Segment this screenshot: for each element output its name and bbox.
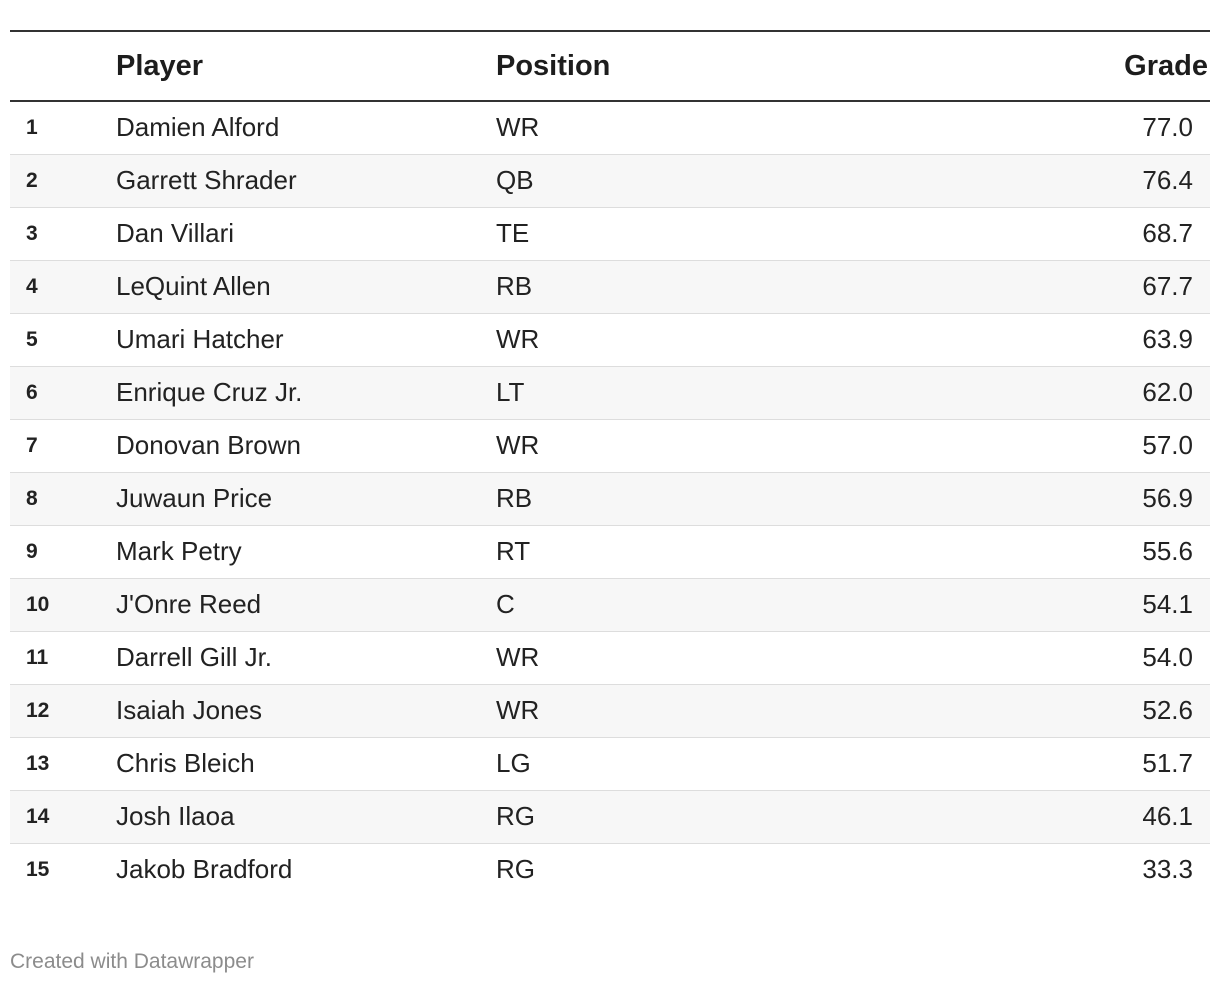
position-cell: WR	[496, 112, 540, 143]
grade-cell: 55.6	[1142, 536, 1193, 566]
rank-cell: 2	[26, 168, 38, 192]
player-cell: Chris Bleich	[116, 748, 255, 778]
position-cell: RB	[496, 271, 533, 301]
table-row: 14 Josh Ilaoa RG 46.1	[10, 790, 1210, 843]
grade-cell: 67.7	[1142, 271, 1193, 301]
table-row: 6 Enrique Cruz Jr. LT 62.0	[10, 366, 1210, 419]
table-row: 15 Jakob Bradford RG 33.3	[10, 843, 1210, 896]
rank-cell: 15	[26, 857, 50, 881]
table-header: Player Position Grade	[10, 30, 1210, 102]
player-cell: Dan Villari	[116, 218, 235, 248]
grade-cell: 77.0	[1142, 112, 1193, 143]
position-cell: QB	[496, 165, 534, 195]
data-table-container: Player Position Grade 1 Damien Alford WR 77…	[10, 30, 1210, 896]
player-cell: Mark Petry	[116, 536, 242, 566]
grade-cell: 57.0	[1142, 430, 1193, 460]
player-cell: LeQuint Allen	[116, 271, 271, 301]
position-cell: RB	[496, 483, 533, 513]
position-cell: WR	[496, 324, 540, 354]
player-cell: Jakob Bradford	[116, 854, 293, 885]
position-cell: RG	[496, 854, 535, 885]
rank-cell: 7	[26, 433, 38, 457]
grade-cell: 68.7	[1142, 218, 1193, 248]
player-cell: Darrell Gill Jr.	[116, 642, 273, 672]
position-cell: WR	[496, 642, 540, 672]
header-row: Player Position Grade	[10, 30, 1210, 102]
grade-cell: 51.7	[1142, 748, 1193, 778]
position-cell: C	[496, 589, 515, 619]
player-cell: Juwaun Price	[116, 483, 273, 513]
header-rank	[10, 30, 116, 102]
rank-cell: 6	[26, 380, 38, 404]
grade-cell: 46.1	[1142, 801, 1193, 831]
grade-cell: 54.0	[1142, 642, 1193, 672]
player-cell: Donovan Brown	[116, 430, 301, 460]
grade-cell: 62.0	[1142, 377, 1193, 407]
table-row: 13 Chris Bleich LG 51.7	[10, 737, 1210, 790]
grade-cell: 63.9	[1142, 324, 1193, 354]
table-row: 11 Darrell Gill Jr. WR 54.0	[10, 631, 1210, 684]
rank-cell: 8	[26, 486, 38, 510]
position-cell: LG	[496, 748, 531, 778]
table-row: 12 Isaiah Jones WR 52.6	[10, 684, 1210, 737]
player-cell: Enrique Cruz Jr.	[116, 377, 303, 407]
player-cell: Isaiah Jones	[116, 695, 262, 725]
player-cell: J'Onre Reed	[116, 589, 262, 619]
player-grades-table: Player Position Grade 1 Damien Alford WR 77…	[10, 30, 1210, 896]
table-row: 3 Dan Villari TE 68.7	[10, 207, 1210, 260]
rank-cell: 9	[26, 539, 38, 563]
table-row: 8 Juwaun Price RB 56.9	[10, 472, 1210, 525]
rank-cell: 3	[26, 221, 38, 245]
header-position: Position	[496, 30, 1016, 102]
grade-cell: 54.1	[1142, 589, 1193, 619]
datawrapper-credit: Created with Datawrapper	[10, 950, 254, 973]
grade-cell: 56.9	[1142, 483, 1193, 513]
table-body: 1 Damien Alford WR 77.0 2 Garrett Shrader QB 76…	[10, 101, 1210, 896]
player-cell: Garrett Shrader	[116, 165, 297, 195]
table-row: 5 Umari Hatcher WR 63.9	[10, 313, 1210, 366]
rank-cell: 14	[26, 804, 50, 828]
position-cell: LT	[496, 377, 525, 407]
position-cell: WR	[496, 430, 540, 460]
table-row: 1 Damien Alford WR 77.0	[10, 101, 1210, 154]
player-cell: Josh Ilaoa	[116, 801, 235, 831]
player-cell: Umari Hatcher	[116, 324, 284, 354]
rank-cell: 4	[26, 274, 38, 298]
position-cell: WR	[496, 695, 540, 725]
header-grade: Grade	[1016, 30, 1210, 102]
grade-cell: 52.6	[1142, 695, 1193, 725]
position-cell: TE	[496, 218, 530, 248]
player-cell: Damien Alford	[116, 112, 280, 143]
rank-cell: 13	[26, 751, 50, 775]
rank-cell: 5	[26, 327, 38, 351]
table-row: 9 Mark Petry RT 55.6	[10, 525, 1210, 578]
position-cell: RG	[496, 801, 535, 831]
rank-cell: 10	[26, 592, 50, 616]
grade-cell: 33.3	[1142, 854, 1193, 885]
rank-cell: 1	[26, 115, 38, 139]
rank-cell: 11	[26, 645, 49, 669]
table-row: 2 Garrett Shrader QB 76.4	[10, 154, 1210, 207]
position-cell: RT	[496, 536, 531, 566]
rank-cell: 12	[26, 698, 50, 722]
table-row: 7 Donovan Brown WR 57.0	[10, 419, 1210, 472]
grade-cell: 76.4	[1142, 165, 1193, 195]
table-row: 4 LeQuint Allen RB 67.7	[10, 260, 1210, 313]
header-player: Player	[116, 30, 496, 102]
table-row: 10 J'Onre Reed C 54.1	[10, 578, 1210, 631]
